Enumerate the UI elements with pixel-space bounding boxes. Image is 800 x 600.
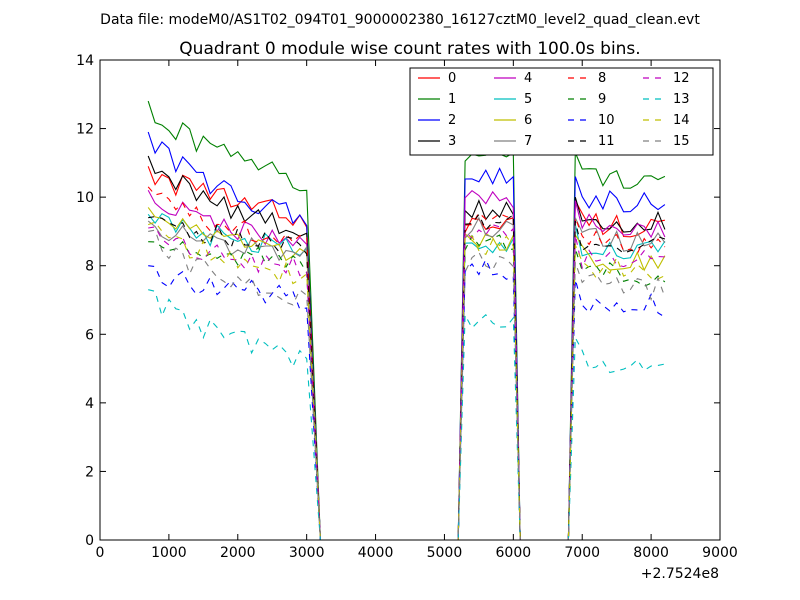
x-tick-label: 9000 (702, 545, 738, 561)
series-line-14 (148, 221, 666, 541)
legend-label-4: 4 (524, 71, 532, 86)
x-axis-offset-label: +2.7524e8 (641, 566, 719, 582)
y-tick-label: 6 (85, 327, 94, 343)
x-tick-label: 7000 (564, 545, 600, 561)
legend-label-7: 7 (524, 134, 532, 149)
series-line-12 (148, 224, 665, 541)
legend-label-5: 5 (524, 92, 532, 107)
series-line-5 (147, 212, 666, 541)
legend-label-2: 2 (448, 113, 456, 128)
legend-label-3: 3 (448, 134, 456, 149)
y-tick-label: 8 (85, 259, 94, 275)
x-tick-label: 5000 (427, 545, 463, 561)
x-tick-label: 0 (96, 545, 105, 561)
x-tick-label: 2000 (220, 545, 256, 561)
x-tick-label: 6000 (496, 545, 532, 561)
chart-title: Quadrant 0 module wise count rates with … (179, 39, 640, 59)
legend-label-6: 6 (524, 113, 532, 128)
y-tick-label: 2 (85, 464, 94, 480)
series-layer (147, 100, 666, 541)
series-line-1 (147, 100, 666, 541)
legend-label-11: 11 (598, 134, 615, 149)
legend-label-12: 12 (673, 71, 690, 86)
legend-label-8: 8 (598, 71, 606, 86)
series-line-13 (148, 289, 666, 541)
x-tick-label: 3000 (289, 545, 325, 561)
series-line-15 (148, 229, 666, 541)
x-tick-label: 8000 (633, 545, 669, 561)
series-line-8 (147, 186, 666, 541)
x-tick-label: 1000 (151, 545, 187, 561)
y-tick-label: 10 (76, 190, 94, 206)
plot-frame (99, 59, 721, 541)
series-line-11 (148, 213, 666, 541)
legend-label-1: 1 (448, 92, 456, 107)
series-line-3 (147, 155, 666, 541)
y-tick-label: 12 (76, 122, 94, 138)
data-file-label: Data file: modeM0/AS1T02_094T01_90000023… (100, 12, 700, 28)
series-line-9 (148, 234, 666, 541)
x-tick-label: 4000 (358, 545, 394, 561)
legend-label-0: 0 (448, 71, 456, 86)
axis-ticks: 0 1000 2000 3000 4000 5000 6000 7000 8000 9000 0 2 4… (76, 53, 738, 561)
series-line-10 (148, 258, 666, 541)
y-tick-label: 14 (76, 53, 94, 69)
legend-label-14: 14 (673, 113, 690, 128)
legend-label-9: 9 (598, 92, 606, 107)
legend-frame (409, 67, 714, 156)
legend-label-10: 10 (598, 113, 615, 128)
series-line-6 (147, 207, 666, 541)
y-tick-label: 0 (85, 533, 94, 549)
y-tick-label: 4 (85, 396, 94, 412)
legend-label-13: 13 (673, 92, 690, 107)
legend-label-15: 15 (673, 134, 690, 149)
